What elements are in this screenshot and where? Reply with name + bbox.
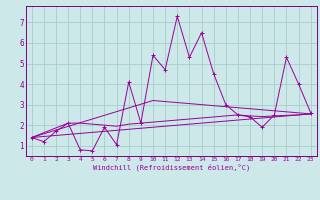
X-axis label: Windchill (Refroidissement éolien,°C): Windchill (Refroidissement éolien,°C): [92, 164, 250, 171]
